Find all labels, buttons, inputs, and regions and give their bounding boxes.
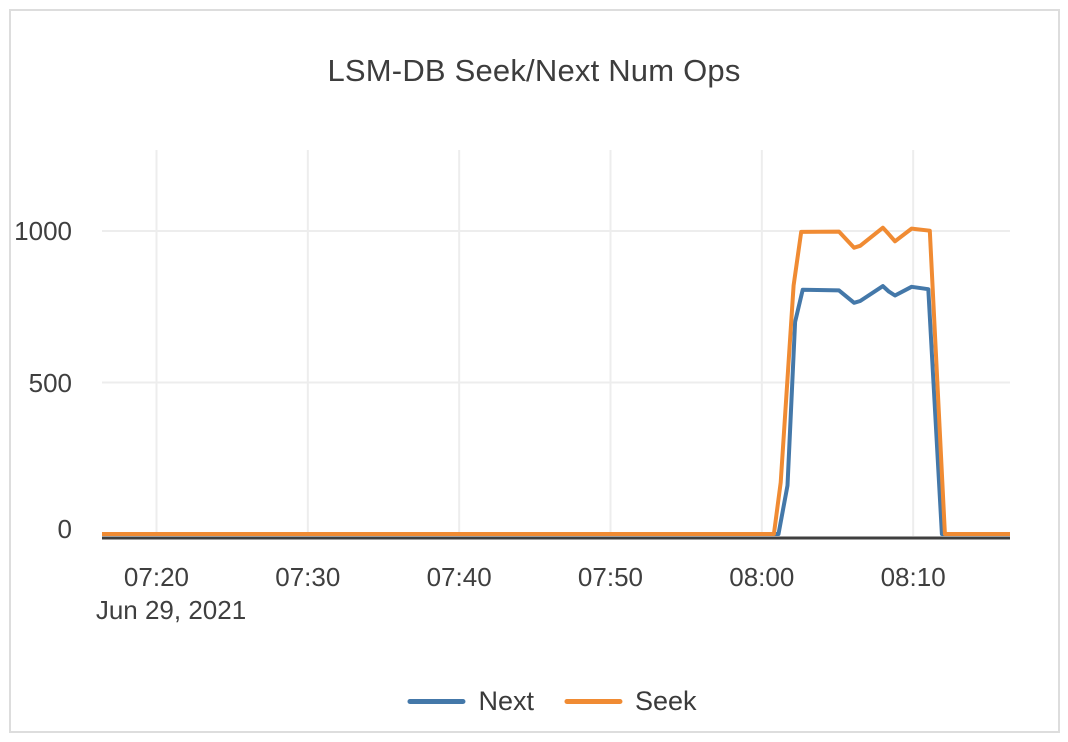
legend-item-seek[interactable]: Seek [563,686,697,716]
x-tick-label: 08:00 [729,562,795,592]
legend-item-next[interactable]: Next [407,687,534,715]
y-tick-label: 500 [28,367,72,398]
chart-title: LSM-DB Seek/Next Num Ops [327,53,741,88]
legend-swatch-next [407,698,466,704]
series-line-seek [102,225,1010,536]
series-line-next [102,284,1010,536]
x-axis-date-label: Jun 29, 2021 [95,595,247,625]
legend-label: Next [478,686,534,716]
x-tick-label: 07:30 [275,562,341,592]
x-tick-label: 07:50 [577,562,643,592]
chart-card [9,9,1060,733]
legend-label: Seek [634,686,697,716]
legend: Next Seek [407,686,697,716]
x-tick-label: 07:40 [426,562,492,592]
legend-swatch-seek [563,698,622,704]
x-tick-label: 07:20 [123,562,189,592]
y-tick-label: 1000 [14,216,72,246]
y-tick-label: 0 [57,514,72,544]
x-tick-label: 08:10 [880,562,946,592]
